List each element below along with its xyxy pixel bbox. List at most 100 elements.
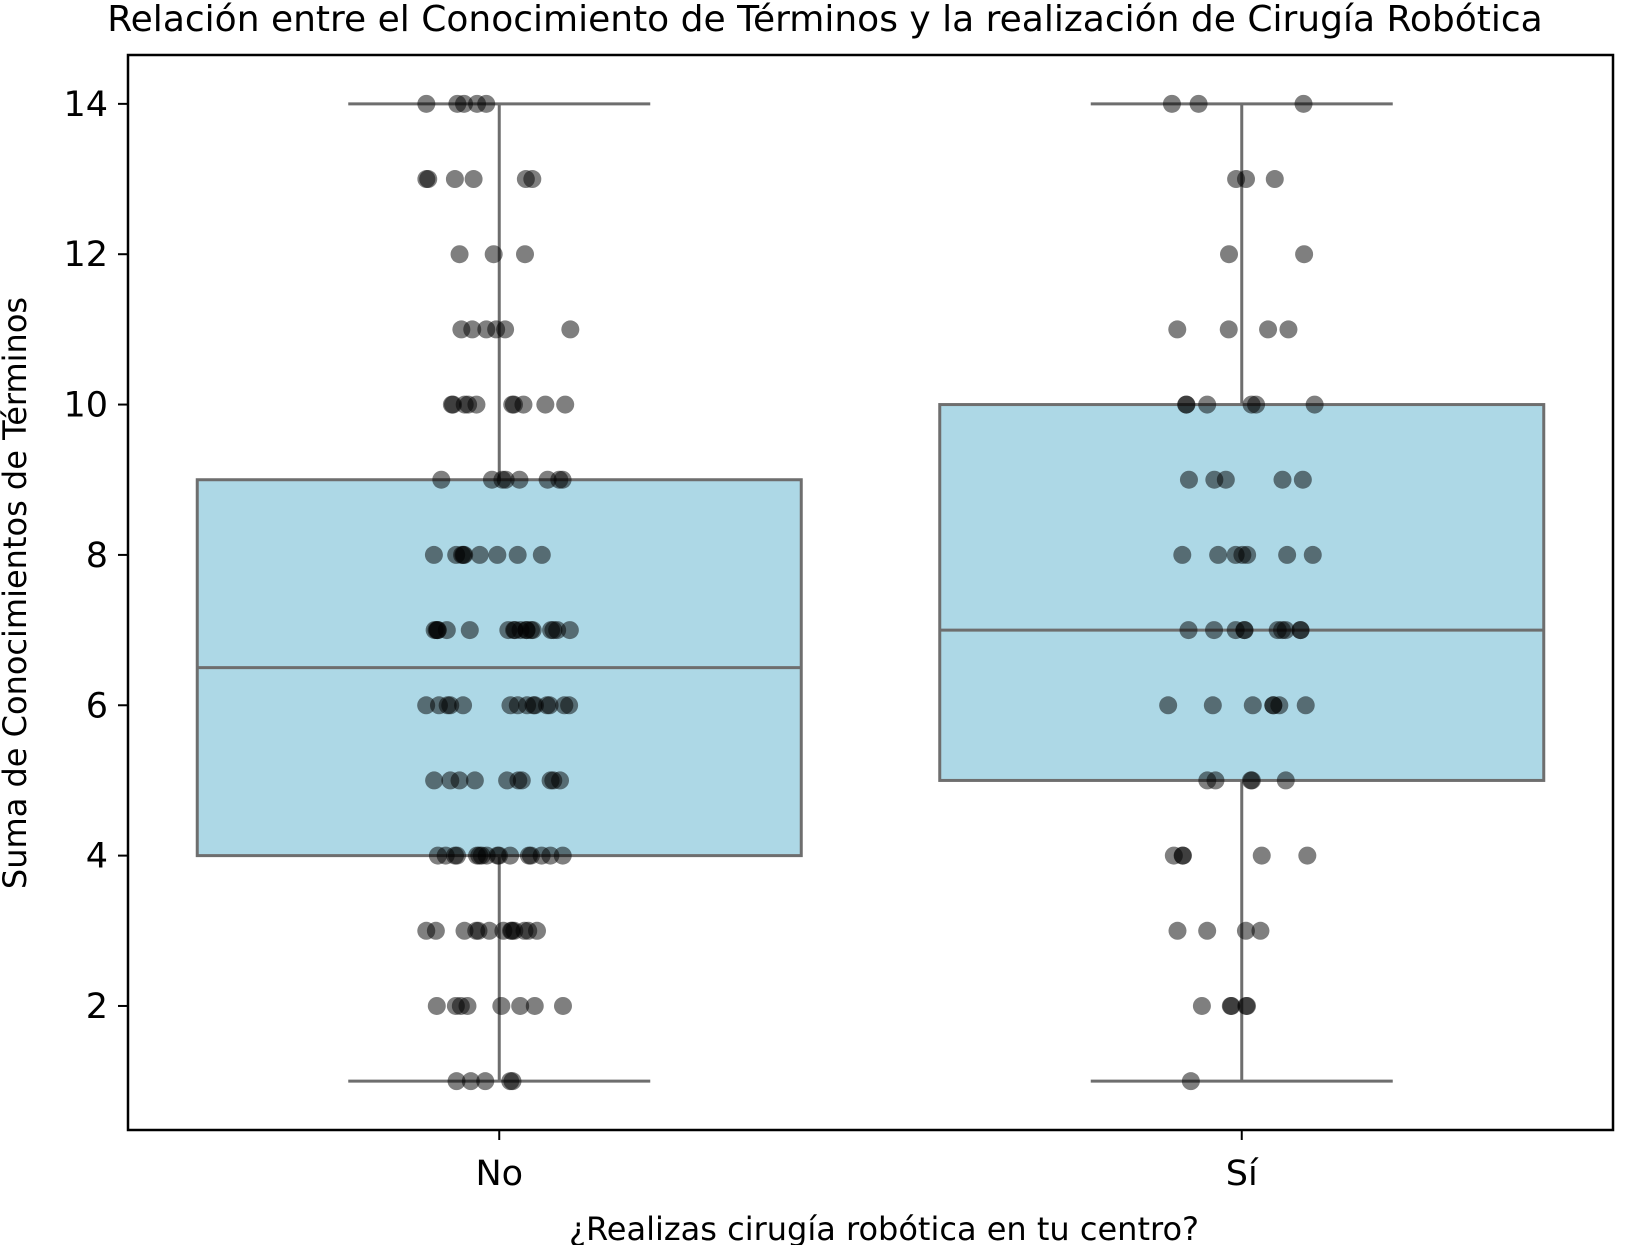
data-point bbox=[1220, 245, 1239, 264]
y-axis-label: Suma de Conocimientos de Términos bbox=[0, 297, 34, 889]
y-tick-label: 2 bbox=[86, 987, 108, 1027]
y-tick-label: 10 bbox=[63, 386, 108, 426]
data-point bbox=[1181, 1072, 1200, 1091]
data-point bbox=[1298, 846, 1317, 865]
data-point bbox=[441, 771, 460, 790]
data-point bbox=[1192, 996, 1211, 1015]
data-point bbox=[1259, 320, 1278, 339]
data-point bbox=[467, 921, 486, 940]
data-point bbox=[1268, 621, 1287, 640]
y-tick-label: 14 bbox=[63, 85, 108, 125]
data-point bbox=[447, 545, 466, 564]
data-point bbox=[417, 696, 436, 715]
data-point bbox=[450, 245, 469, 264]
data-point bbox=[1251, 921, 1270, 940]
data-point bbox=[1177, 395, 1196, 414]
data-point bbox=[1241, 771, 1260, 790]
box-0 bbox=[195, 102, 803, 1083]
data-point bbox=[488, 846, 507, 865]
data-point bbox=[444, 395, 463, 414]
data-point bbox=[455, 94, 474, 113]
data-point bbox=[1305, 395, 1324, 414]
data-point bbox=[425, 771, 444, 790]
data-point bbox=[419, 170, 438, 189]
data-point bbox=[532, 545, 551, 564]
data-point bbox=[484, 245, 503, 264]
data-point bbox=[1179, 470, 1198, 489]
data-point bbox=[1296, 696, 1315, 715]
y-tick-label: 4 bbox=[86, 837, 108, 877]
data-point bbox=[1198, 395, 1217, 414]
data-point bbox=[508, 545, 527, 564]
data-point bbox=[470, 545, 489, 564]
data-point bbox=[448, 846, 467, 865]
data-point bbox=[1164, 846, 1183, 865]
data-point bbox=[417, 94, 436, 113]
data-point bbox=[1235, 621, 1254, 640]
data-point bbox=[1265, 170, 1284, 189]
data-point bbox=[487, 320, 506, 339]
data-point bbox=[560, 696, 579, 715]
box-1 bbox=[938, 102, 1546, 1083]
data-point bbox=[476, 1072, 495, 1091]
data-point bbox=[501, 846, 520, 865]
data-point bbox=[553, 996, 572, 1015]
y-tick-label: 6 bbox=[86, 686, 108, 726]
data-point bbox=[1233, 545, 1252, 564]
data-point bbox=[432, 470, 451, 489]
data-point bbox=[428, 846, 447, 865]
data-point bbox=[498, 771, 517, 790]
x-tick-label: No bbox=[475, 1154, 523, 1194]
data-point bbox=[1276, 771, 1295, 790]
x-tick-label: Sí bbox=[1226, 1154, 1259, 1194]
data-point bbox=[512, 771, 531, 790]
data-point bbox=[1189, 94, 1208, 113]
data-point bbox=[560, 621, 579, 640]
data-point bbox=[517, 621, 536, 640]
data-point bbox=[518, 696, 537, 715]
data-point bbox=[553, 846, 572, 865]
data-point bbox=[496, 470, 515, 489]
data-point bbox=[536, 395, 555, 414]
boxes-layer bbox=[195, 102, 1546, 1083]
data-point bbox=[1205, 621, 1224, 640]
data-point bbox=[1179, 621, 1198, 640]
axes-layer: 2 4 6 8 10 12 14 No Sí bbox=[63, 53, 1615, 1194]
data-point bbox=[510, 470, 529, 489]
plot-frame bbox=[126, 53, 1615, 1132]
data-point bbox=[516, 170, 535, 189]
data-point bbox=[468, 94, 487, 113]
data-point bbox=[525, 996, 544, 1015]
data-point bbox=[425, 621, 444, 640]
data-point bbox=[556, 395, 575, 414]
data-point bbox=[544, 771, 563, 790]
data-point bbox=[1221, 996, 1240, 1015]
data-point bbox=[1291, 621, 1310, 640]
data-point bbox=[501, 1072, 520, 1091]
data-point bbox=[1293, 470, 1312, 489]
data-point bbox=[1237, 996, 1256, 1015]
data-point bbox=[1203, 696, 1222, 715]
data-point bbox=[1168, 921, 1187, 940]
data-point bbox=[488, 545, 507, 564]
data-point bbox=[1209, 545, 1228, 564]
data-point bbox=[424, 545, 443, 564]
data-point bbox=[540, 696, 559, 715]
data-point bbox=[464, 170, 483, 189]
chart-title: Relación entre el Conocimiento de Términ… bbox=[107, 0, 1542, 40]
data-point bbox=[1173, 545, 1192, 564]
data-point bbox=[1295, 245, 1314, 264]
data-point bbox=[463, 320, 482, 339]
data-point bbox=[461, 1072, 480, 1091]
data-point bbox=[465, 771, 484, 790]
iqr-box bbox=[938, 403, 1546, 782]
data-point bbox=[426, 921, 445, 940]
y-tick-label: 12 bbox=[63, 235, 108, 275]
data-point bbox=[1243, 696, 1262, 715]
data-point bbox=[1273, 470, 1292, 489]
data-point bbox=[1279, 320, 1298, 339]
data-point bbox=[480, 921, 499, 940]
data-point bbox=[1198, 921, 1217, 940]
points-layer bbox=[417, 94, 1324, 1091]
